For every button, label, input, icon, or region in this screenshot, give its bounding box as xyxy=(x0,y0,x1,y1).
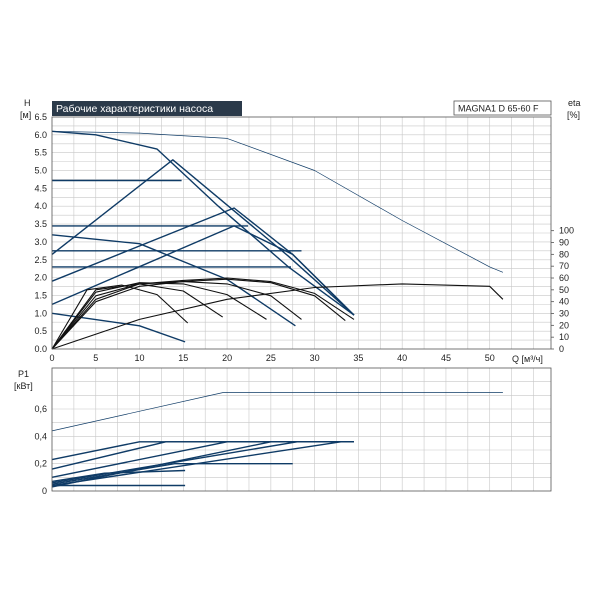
head-y-tick-label: 3.0 xyxy=(34,237,47,247)
eta-axis-label: eta xyxy=(568,98,581,108)
head-x-tick-label: 50 xyxy=(485,353,495,363)
eta-tick-label: 50 xyxy=(559,285,569,295)
power-y-tick-label: 0,6 xyxy=(34,404,47,414)
eta-tick-label: 30 xyxy=(559,309,569,319)
head-y-tick-label: 0.0 xyxy=(34,344,47,354)
head-y-tick-label: 4.5 xyxy=(34,183,47,193)
head-y-tick-label: 6.5 xyxy=(34,112,47,122)
head-axis-unit: [м] xyxy=(20,110,31,120)
head-curve xyxy=(51,130,504,273)
flow-axis-label: Q [м³/ч] xyxy=(512,354,543,364)
eta-tick-label: 0 xyxy=(559,344,564,354)
head-y-tick-label: 2.0 xyxy=(34,273,47,283)
head-y-tick-label: 6.0 xyxy=(34,130,47,140)
model-label: MAGNA1 D 65-60 F xyxy=(458,104,539,114)
eta-tick-label: 70 xyxy=(559,261,569,271)
head-panel: 0 5 10 15 20 25 30 35 40 45 50 0.0 0.5 1.0 1.5 2.0 2.5 3.… xyxy=(34,112,574,363)
head-y-tick-label: 2.5 xyxy=(34,255,47,265)
eta-tick-label: 40 xyxy=(559,297,569,307)
head-x-tick-label: 40 xyxy=(397,353,407,363)
efficiency-curve xyxy=(51,283,224,350)
head-plot-frame xyxy=(51,116,552,350)
head-x-tick-label: 10 xyxy=(135,353,145,363)
power-axis-unit: [кВт] xyxy=(14,381,33,391)
head-x-tick-label: 0 xyxy=(49,353,54,363)
power-y-tick-label: 0,4 xyxy=(34,431,47,441)
chart-title: Рабочие характеристики насоса xyxy=(56,103,213,115)
power-plot-frame xyxy=(51,367,552,492)
head-y-tick-label: 5.0 xyxy=(34,166,47,176)
head-y-tick-label: 1.0 xyxy=(34,308,47,318)
head-x-tick-label: 5 xyxy=(93,353,98,363)
head-curve xyxy=(51,225,355,316)
eta-tick-label: 10 xyxy=(559,332,569,342)
power-curve xyxy=(51,463,293,485)
head-curve xyxy=(51,159,355,316)
head-y-tick-label: 0.5 xyxy=(34,326,47,336)
head-curve xyxy=(51,234,296,327)
efficiency-curve xyxy=(51,278,346,350)
head-x-tick-label: 25 xyxy=(266,353,276,363)
model-box xyxy=(453,100,552,116)
power-curve xyxy=(51,469,186,483)
power-y-tick-label: 0 xyxy=(42,486,47,496)
eta-tick-label: 100 xyxy=(559,226,574,236)
eta-tick-label: 20 xyxy=(559,320,569,330)
power-axis-label: P1 xyxy=(18,369,29,379)
head-y-tick-label: 4.0 xyxy=(34,201,47,211)
chart-labels: Рабочие характеристики насоса MAGNA1 D 6… xyxy=(14,98,581,391)
power-panel: 0 0,2 0,4 0,6 xyxy=(34,367,552,496)
efficiency-curve xyxy=(51,281,302,350)
efficiency-curve xyxy=(51,277,355,350)
eta-tick-label: 90 xyxy=(559,238,569,248)
title-background xyxy=(52,101,242,116)
power-curve xyxy=(51,392,503,432)
head-x-tick-label: 20 xyxy=(222,353,232,363)
head-curve xyxy=(51,130,355,316)
head-x-tick-label: 35 xyxy=(353,353,363,363)
head-x-tick-label: 15 xyxy=(178,353,188,363)
eta-tick-label: 80 xyxy=(559,249,569,259)
eta-axis-unit: [%] xyxy=(567,110,580,120)
head-x-tick-label: 30 xyxy=(310,353,320,363)
head-y-tick-label: 5.5 xyxy=(34,148,47,158)
head-y-tick-label: 1.5 xyxy=(34,290,47,300)
efficiency-curve xyxy=(51,283,504,350)
power-y-tick-label: 0,2 xyxy=(34,459,47,469)
eta-tick-label: 60 xyxy=(559,273,569,283)
efficiency-curve xyxy=(51,284,189,350)
head-y-tick-label: 3.5 xyxy=(34,219,47,229)
head-axis-label: H xyxy=(24,98,31,108)
head-x-tick-label: 45 xyxy=(441,353,451,363)
